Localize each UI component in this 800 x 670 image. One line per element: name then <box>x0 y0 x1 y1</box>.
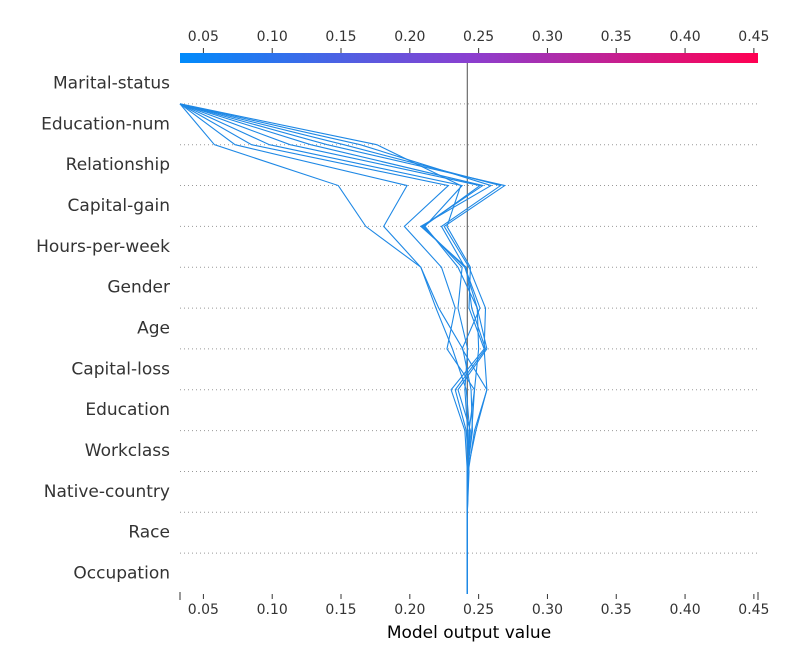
top-axis: 0.05 0.10 0.15 0.20 0.25 0.30 0.35 0.40 0.45 <box>188 29 769 53</box>
bottom-tick-label: 0.10 <box>257 602 288 618</box>
top-tick-label: 0.40 <box>669 29 700 45</box>
bottom-tick-label: 0.30 <box>532 602 563 618</box>
top-tick-label: 0.05 <box>188 29 219 45</box>
feature-label: Relationship <box>66 155 170 175</box>
feature-label: Marital-status <box>53 73 170 93</box>
bottom-tick-label: 0.20 <box>394 602 425 618</box>
bottom-tick-label: 0.45 <box>738 602 769 618</box>
feature-label: Education-num <box>41 114 170 134</box>
observation-line <box>179 103 485 594</box>
series-lines <box>179 103 507 594</box>
bottom-axis: 0.05 0.10 0.15 0.20 0.25 0.30 0.35 0.40 0.45 <box>179 592 769 618</box>
feature-label: Education <box>85 400 170 420</box>
feature-label: Hours-per-week <box>36 237 170 257</box>
feature-label: Race <box>128 523 170 543</box>
x-axis-title: Model output value <box>387 623 551 643</box>
feature-label: Workclass <box>85 441 170 461</box>
feature-labels: Marital-status Education-num Relationship C… <box>36 73 170 583</box>
top-tick-label: 0.20 <box>394 29 425 45</box>
colorbar <box>180 53 758 63</box>
observation-line <box>179 103 482 594</box>
top-tick-label: 0.45 <box>738 29 769 45</box>
bottom-tick-label: 0.35 <box>601 602 632 618</box>
bottom-tick-label: 0.25 <box>463 602 494 618</box>
top-tick-label: 0.25 <box>463 29 494 45</box>
feature-label: Capital-loss <box>71 359 170 379</box>
feature-label: Gender <box>107 278 170 298</box>
top-tick-label: 0.35 <box>601 29 632 45</box>
top-tick-label: 0.10 <box>257 29 288 45</box>
bottom-tick-label: 0.15 <box>325 602 356 618</box>
gridlines <box>180 103 758 554</box>
feature-label: Occupation <box>73 564 170 584</box>
bottom-tick-label: 0.05 <box>188 602 219 618</box>
feature-label: Age <box>137 319 170 339</box>
bottom-tick-label: 0.40 <box>669 602 700 618</box>
feature-label: Capital-gain <box>68 196 170 216</box>
top-tick-label: 0.15 <box>325 29 356 45</box>
feature-label: Native-country <box>44 482 170 502</box>
top-tick-label: 0.30 <box>532 29 563 45</box>
